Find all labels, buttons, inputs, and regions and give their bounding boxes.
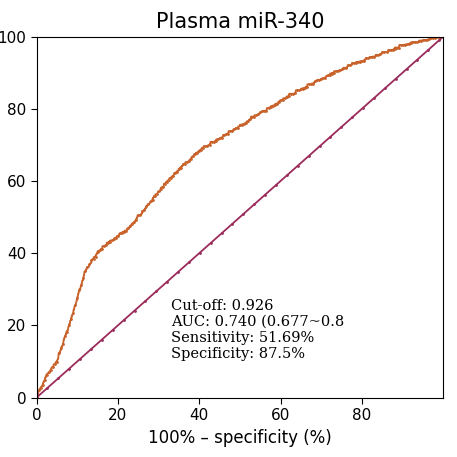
Title: Plasma miR-340: Plasma miR-340 <box>156 12 324 32</box>
X-axis label: 100% – specificity (%): 100% – specificity (%) <box>148 429 332 446</box>
Text: Cut-off: 0.926
AUC: 0.740 (0.677~0.8
Sensitivity: 51.69%
Specificity: 87.5%: Cut-off: 0.926 AUC: 0.740 (0.677~0.8 Sen… <box>171 299 344 361</box>
